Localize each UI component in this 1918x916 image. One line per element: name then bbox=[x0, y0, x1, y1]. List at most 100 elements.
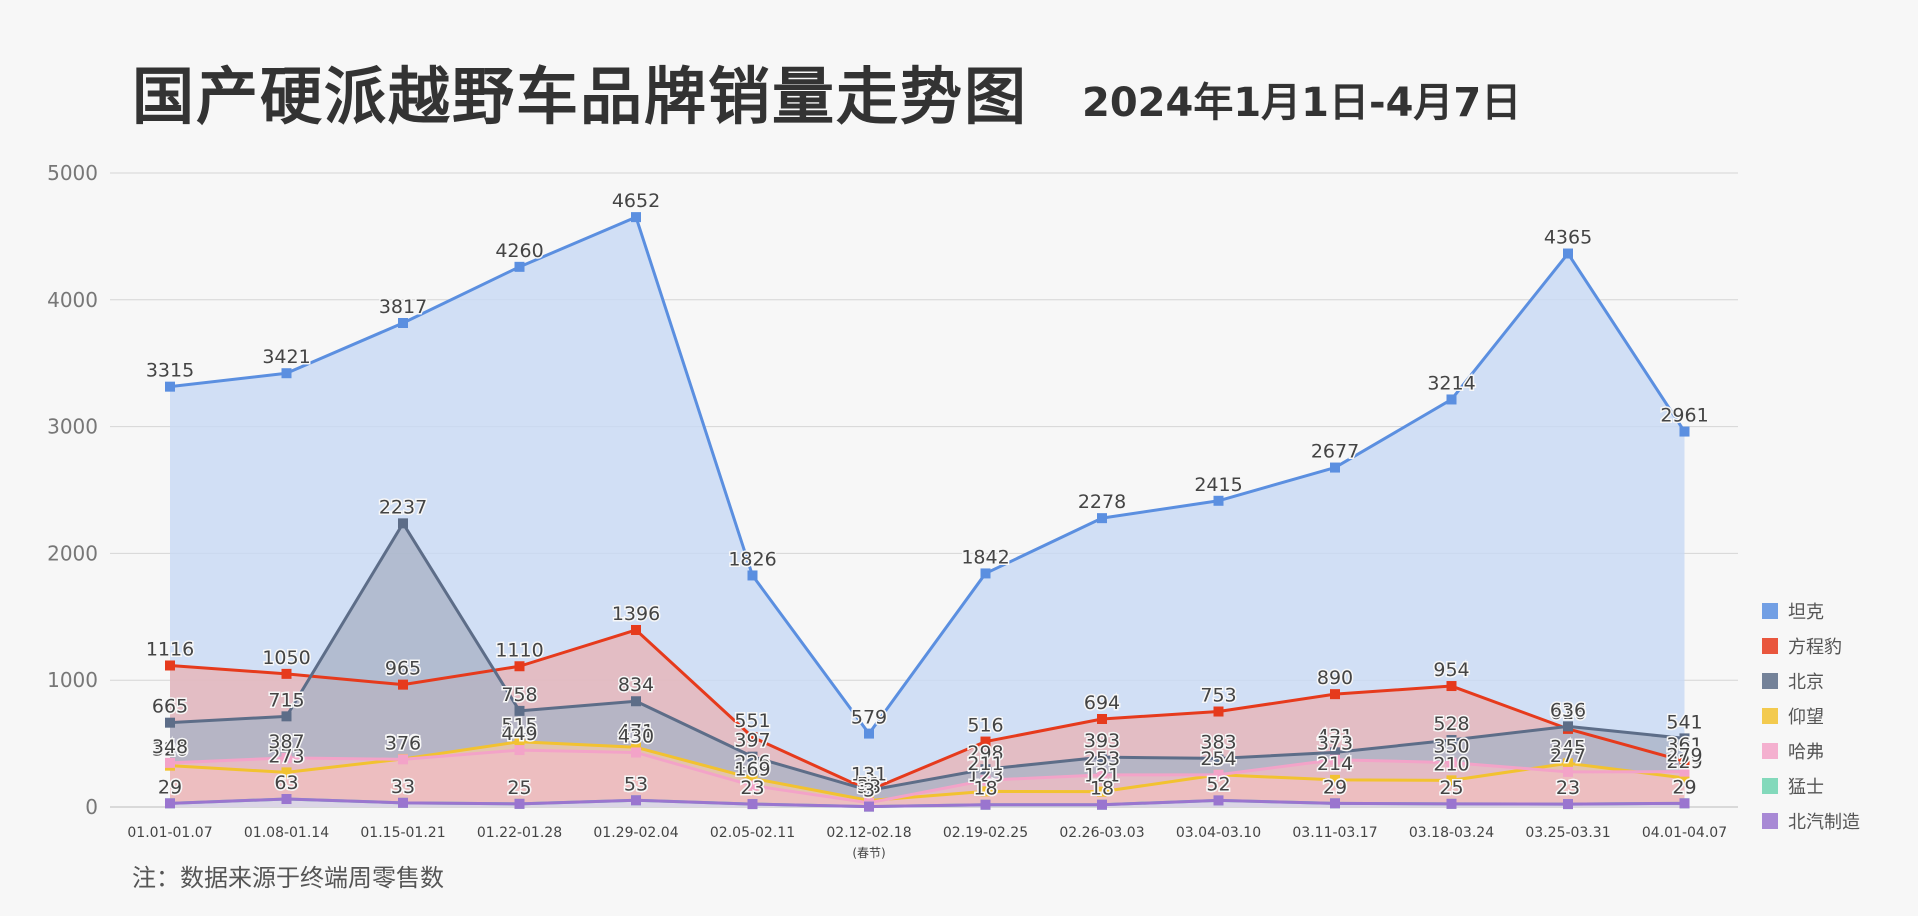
data-label-北京: 665 bbox=[152, 696, 188, 718]
data-label-坦克: 579 bbox=[851, 707, 887, 729]
data-label-北汽制造: 33 bbox=[391, 776, 415, 798]
point-北京 bbox=[1563, 721, 1573, 732]
y-axis: 0 1000 2000 3000 4000 5000 bbox=[47, 161, 98, 819]
data-label-坦克: 2415 bbox=[1194, 474, 1242, 496]
data-label-仰望: 123 bbox=[967, 764, 1003, 786]
data-label-坦克: 2677 bbox=[1311, 441, 1359, 463]
point-北京 bbox=[1097, 752, 1107, 763]
legend-label: 哈弗 bbox=[1788, 742, 1824, 763]
data-label-方程豹: 1050 bbox=[262, 647, 310, 669]
data-label-北京: 758 bbox=[501, 684, 537, 706]
point-方程豹 bbox=[747, 732, 758, 743]
data-label-坦克: 4652 bbox=[612, 190, 660, 212]
data-label-北汽制造: 25 bbox=[1439, 777, 1463, 799]
point-仰望 bbox=[1330, 774, 1340, 785]
point-仰望 bbox=[747, 773, 758, 784]
data-label-北汽制造: 29 bbox=[1672, 776, 1696, 798]
point-坦克 bbox=[514, 261, 525, 272]
point-北汽制造 bbox=[1563, 799, 1573, 810]
data-label-仰望: 229 bbox=[1666, 751, 1702, 773]
x-tick-label: 01.29-02.04 bbox=[593, 825, 678, 841]
data-label-哈弗: 211 bbox=[967, 753, 1003, 775]
point-北京 bbox=[747, 751, 758, 762]
data-label-猛士: 53 bbox=[624, 773, 648, 795]
point-哈弗 bbox=[1446, 757, 1457, 768]
point-方程豹 bbox=[1330, 689, 1340, 700]
data-label-哈弗: 373 bbox=[1317, 733, 1353, 755]
x-tick-label: 01.01-01.07 bbox=[127, 825, 212, 841]
line-北汽制造 bbox=[169, 797, 1685, 809]
data-label-哈弗: 253 bbox=[1084, 748, 1120, 770]
data-label-仰望: 254 bbox=[1200, 748, 1236, 770]
data-label-猛士: 23 bbox=[740, 777, 764, 799]
point-坦克 bbox=[1563, 248, 1573, 259]
point-仰望 bbox=[514, 736, 525, 747]
data-label-北汽制造: 18 bbox=[973, 778, 997, 800]
point-哈弗 bbox=[514, 745, 525, 756]
data-label-猛士: 3 bbox=[863, 780, 875, 802]
legend-swatch bbox=[1762, 778, 1778, 794]
point-北汽制造 bbox=[980, 799, 991, 810]
point-北汽制造 bbox=[864, 801, 874, 812]
data-label-坦克: 3817 bbox=[379, 296, 427, 318]
point-北汽制造 bbox=[398, 797, 408, 808]
x-tick-label: 03.11-03.17 bbox=[1292, 825, 1377, 841]
point-坦克 bbox=[1679, 426, 1690, 437]
data-label-猛士: 25 bbox=[507, 777, 531, 799]
data-label-方程豹: 1116 bbox=[146, 638, 194, 660]
point-哈弗 bbox=[1330, 754, 1340, 765]
data-label-仰望: 345 bbox=[1550, 736, 1586, 758]
point-仰望 bbox=[1097, 786, 1107, 797]
data-label-坦克: 4365 bbox=[1544, 227, 1592, 249]
point-坦克 bbox=[747, 570, 758, 581]
data-label-哈弗: 387 bbox=[268, 731, 304, 753]
point-仰望 bbox=[980, 786, 991, 797]
data-label-北汽制造: 18 bbox=[1090, 778, 1114, 800]
data-label-北汽制造: 63 bbox=[274, 772, 298, 794]
legend-swatch bbox=[1762, 638, 1778, 654]
point-方程豹 bbox=[1679, 756, 1690, 767]
legend-label: 猛士 bbox=[1788, 777, 1824, 798]
data-label-猛士: 52 bbox=[1206, 773, 1230, 795]
point-哈弗 bbox=[1679, 766, 1690, 777]
point-北汽制造 bbox=[281, 794, 292, 805]
line-方程豹 bbox=[169, 628, 1685, 792]
point-哈弗 bbox=[980, 775, 991, 786]
legend-label: 方程豹 bbox=[1788, 637, 1842, 658]
x-tick-label: 03.04-03.10 bbox=[1176, 825, 1261, 841]
legend-swatch bbox=[1762, 673, 1778, 689]
data-label-猛士: 63 bbox=[274, 772, 298, 794]
point-哈弗 bbox=[281, 752, 292, 763]
point-北京 bbox=[631, 696, 641, 707]
x-tick-label: 02.19-02.25 bbox=[943, 825, 1028, 841]
line-哈弗 bbox=[169, 748, 1685, 805]
point-哈弗 bbox=[165, 757, 175, 768]
point-哈弗 bbox=[1563, 766, 1573, 777]
point-北汽制造 bbox=[1679, 798, 1690, 809]
x-tick-label: 02.12-02.18 bbox=[826, 825, 911, 841]
data-label-哈弗: 254 bbox=[1200, 748, 1236, 770]
point-坦克 bbox=[281, 368, 292, 379]
y-tick-label: 1000 bbox=[47, 668, 98, 692]
data-label-猛士: 23 bbox=[1556, 777, 1580, 799]
data-label-北汽制造: 25 bbox=[507, 777, 531, 799]
data-label-方程豹: 1110 bbox=[495, 639, 543, 661]
data-label-北京: 528 bbox=[1433, 713, 1469, 735]
data-label-仰望: 471 bbox=[618, 720, 654, 742]
data-label-猛士: 18 bbox=[1090, 778, 1114, 800]
data-label-方程豹: 954 bbox=[1433, 659, 1469, 681]
point-北汽制造 bbox=[747, 799, 758, 810]
point-坦克 bbox=[1097, 513, 1107, 524]
data-label-仰望: 210 bbox=[1433, 753, 1469, 775]
data-label-方程豹: 131 bbox=[851, 763, 887, 785]
data-label-北京: 834 bbox=[618, 674, 654, 696]
point-北京 bbox=[864, 785, 874, 796]
data-label-方程豹: 694 bbox=[1084, 692, 1120, 714]
point-哈弗 bbox=[631, 747, 641, 758]
point-哈弗 bbox=[1097, 769, 1107, 780]
data-label-猛士: 29 bbox=[1323, 776, 1347, 798]
data-source-note: 注：数据来源于终端周零售数 bbox=[132, 864, 444, 892]
data-label-方程豹: 890 bbox=[1317, 667, 1353, 689]
chart-subtitle: 2024年1月1日-4月7日 bbox=[1082, 80, 1522, 126]
point-北京 bbox=[1446, 735, 1457, 746]
